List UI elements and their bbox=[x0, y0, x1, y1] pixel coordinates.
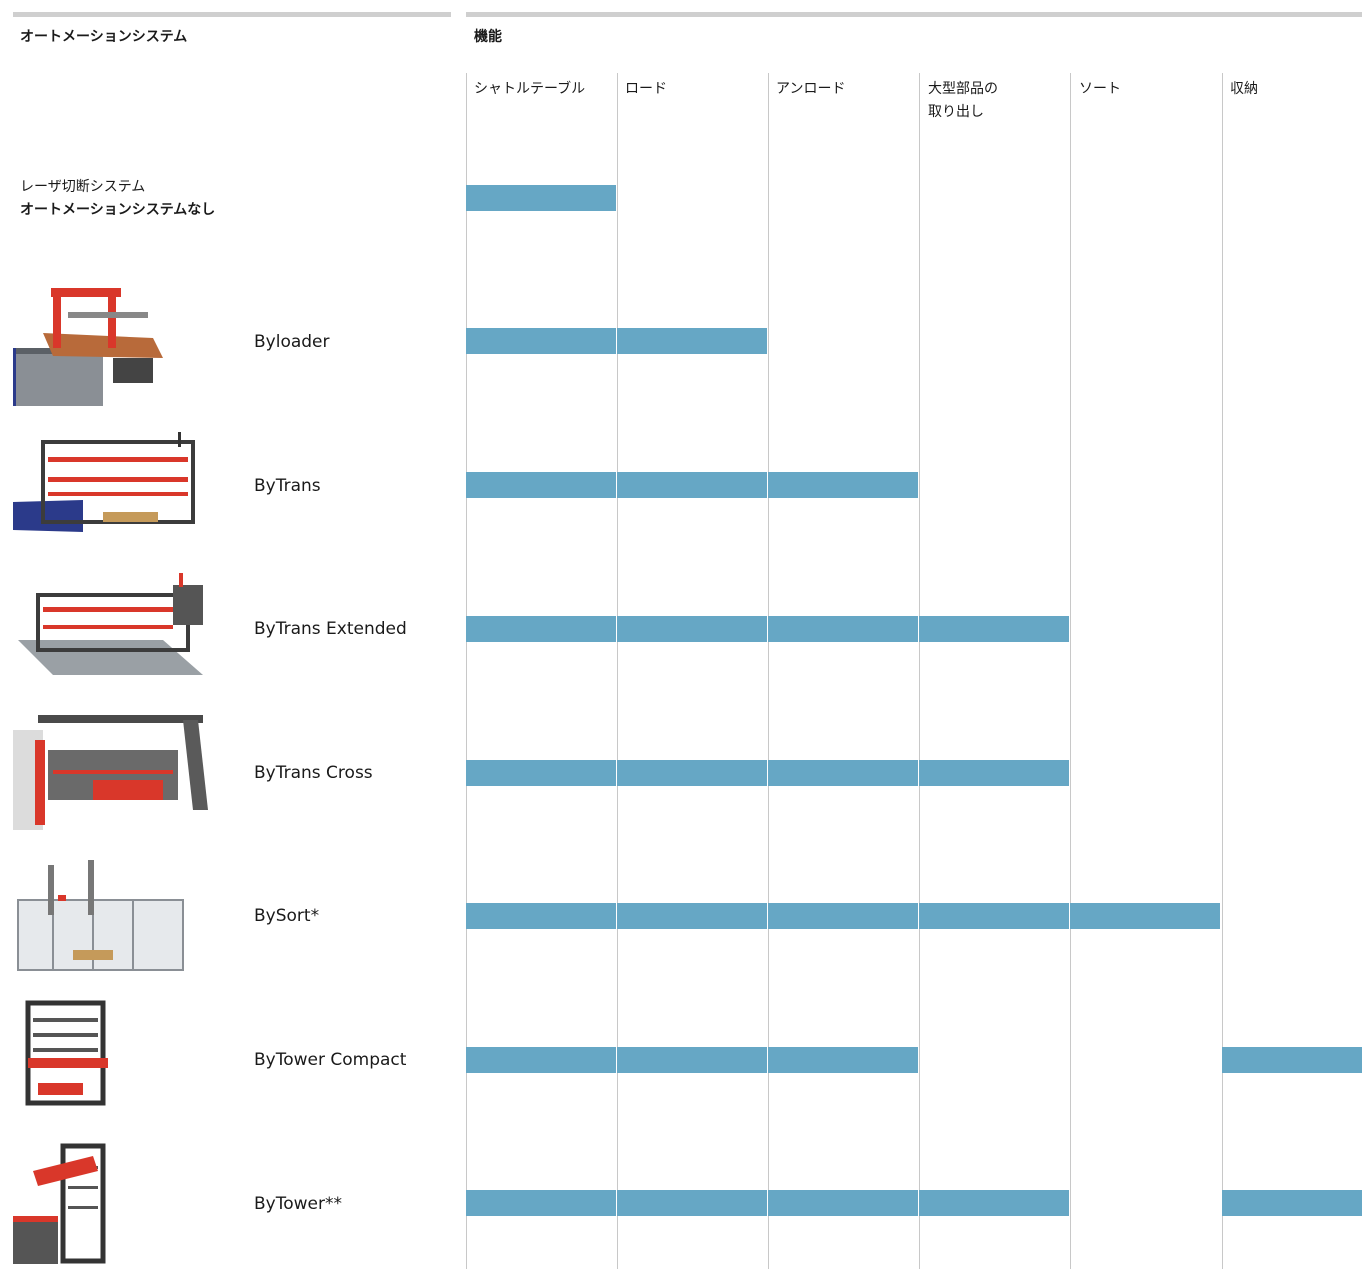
function-bar-segment bbox=[768, 1190, 918, 1216]
function-bar-segment bbox=[919, 760, 1069, 786]
function-bar-segment bbox=[617, 472, 767, 498]
row-label-byloader: Byloader bbox=[254, 332, 330, 352]
column-label-large-parts-removal: 大型部品の 取り出し bbox=[928, 81, 998, 120]
bytrans-cross-machine-image bbox=[13, 710, 208, 838]
function-bar-segment bbox=[617, 1190, 767, 1216]
column-divider bbox=[1070, 73, 1071, 1269]
function-bar-segment bbox=[617, 903, 767, 929]
bysort-machine-image bbox=[13, 855, 208, 983]
function-bar-segment bbox=[466, 185, 616, 211]
row-label-bytrans-extended: ByTrans Extended bbox=[254, 619, 407, 639]
function-bar-segment bbox=[1070, 903, 1220, 929]
row-label-bytrans-cross: ByTrans Cross bbox=[254, 763, 373, 783]
column-divider bbox=[617, 73, 618, 1269]
function-bar-segment bbox=[617, 760, 767, 786]
row-label-bysort: BySort* bbox=[254, 906, 320, 926]
column-divider bbox=[768, 73, 769, 1269]
functions-header: 機能 bbox=[474, 29, 502, 45]
function-bar-segment bbox=[768, 616, 918, 642]
right-top-rule bbox=[466, 12, 1362, 17]
byloader-machine-image bbox=[13, 278, 208, 406]
column-label-sort: ソート bbox=[1079, 81, 1121, 97]
column-divider bbox=[1222, 73, 1223, 1269]
function-bar-segment bbox=[1222, 1190, 1362, 1216]
bytrans-machine-image bbox=[13, 422, 208, 550]
function-bar-segment bbox=[466, 1190, 616, 1216]
function-bar-segment bbox=[768, 903, 918, 929]
row-label-bytrans: ByTrans bbox=[254, 476, 321, 496]
column-label-unload: アンロード bbox=[776, 81, 846, 97]
function-bar-segment bbox=[919, 616, 1069, 642]
function-bar-segment bbox=[466, 616, 616, 642]
function-bar-segment bbox=[466, 760, 616, 786]
left-top-rule bbox=[13, 12, 451, 17]
column-divider bbox=[919, 73, 920, 1269]
bytrans-extended-machine-image bbox=[13, 565, 208, 693]
column-label-shuttle-table: シャトルテーブル bbox=[474, 81, 586, 97]
function-bar-segment bbox=[466, 903, 616, 929]
function-bar-segment bbox=[466, 472, 616, 498]
function-bar-segment bbox=[617, 1047, 767, 1073]
baseline-row-label: レーザ切断システム オートメーションシステムなし bbox=[20, 176, 215, 222]
function-bar-segment bbox=[768, 760, 918, 786]
bytower-compact-machine-image bbox=[13, 998, 208, 1126]
column-label-storage: 収納 bbox=[1230, 81, 1258, 97]
function-bar-segment bbox=[919, 1190, 1069, 1216]
baseline-line1: レーザ切断システム bbox=[20, 179, 146, 195]
function-bar-segment bbox=[919, 903, 1069, 929]
function-bar-segment bbox=[466, 328, 616, 354]
function-bar-segment bbox=[768, 1047, 918, 1073]
row-label-bytower: ByTower** bbox=[254, 1194, 342, 1214]
function-bar-segment bbox=[1222, 1047, 1362, 1073]
column-divider bbox=[466, 73, 467, 1269]
automation-system-header: オートメーションシステム bbox=[20, 29, 188, 45]
function-bar-segment bbox=[617, 616, 767, 642]
bytower-machine-image bbox=[13, 1136, 208, 1264]
baseline-line2: オートメーションシステムなし bbox=[20, 202, 216, 218]
function-bar-segment bbox=[617, 328, 767, 354]
function-bar-segment bbox=[466, 1047, 616, 1073]
row-label-bytower-compact: ByTower Compact bbox=[254, 1050, 407, 1070]
column-label-load: ロード bbox=[625, 81, 667, 97]
function-bar-segment bbox=[768, 472, 918, 498]
